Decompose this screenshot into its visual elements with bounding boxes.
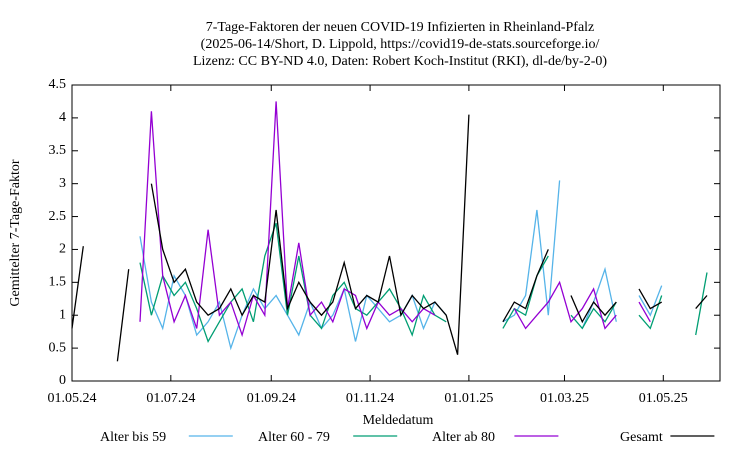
x-tick-label: 01.01.25 [444, 391, 493, 406]
y-tick-label: 2 [59, 242, 66, 257]
title-line: (2025-06-14/Short, D. Lippold, https://c… [201, 37, 600, 52]
legend-label: Alter bis 59 [100, 430, 166, 445]
y-tick-label: 4.5 [49, 77, 67, 92]
y-tick-label: 4 [59, 110, 66, 125]
y-tick-label: 3 [59, 176, 66, 191]
y-tick-label: 0 [59, 373, 66, 388]
x-tick-label: 01.09.24 [247, 391, 296, 406]
series-line [139, 180, 663, 351]
title-line: Lizenz: CC BY-ND 4.0, Daten: Robert Koch… [193, 54, 607, 69]
legend-label: Alter ab 80 [432, 430, 495, 445]
title-line: 7-Tage-Faktoren der neuen COVID-19 Infiz… [206, 20, 595, 35]
legend-label: Alter 60 - 79 [258, 430, 330, 445]
x-axis-label: Meldedatum [363, 413, 434, 428]
x-tick-label: 01.07.24 [146, 391, 195, 406]
y-tick-label: 1.5 [49, 275, 67, 290]
y-tick-label: 0.5 [49, 340, 67, 355]
y-axis-label: Gemittelter 7-Tage-Faktor [8, 159, 23, 306]
series-line [71, 114, 708, 362]
x-tick-label: 01.03.25 [540, 391, 589, 406]
x-tick-label: 01.05.25 [639, 391, 688, 406]
y-tick-label: 2.5 [49, 209, 67, 224]
series-line [139, 222, 708, 344]
x-tick-label: 01.11.24 [346, 391, 394, 406]
x-tick-label: 01.05.24 [48, 391, 97, 406]
plot-frame [71, 84, 721, 382]
legend-label: Gesamt [620, 430, 663, 445]
y-tick-label: 3.5 [49, 143, 67, 158]
y-tick-label: 1 [59, 307, 66, 322]
